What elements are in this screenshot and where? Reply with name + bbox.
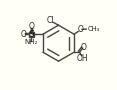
Text: Cl: Cl	[47, 16, 54, 25]
Text: NH₂: NH₂	[25, 39, 38, 45]
Text: OH: OH	[77, 54, 88, 63]
Text: CH₃: CH₃	[88, 26, 100, 32]
Text: O: O	[28, 22, 34, 31]
Text: O: O	[77, 25, 83, 34]
Text: O: O	[21, 30, 26, 39]
Text: S: S	[28, 30, 34, 39]
FancyBboxPatch shape	[29, 32, 34, 37]
Text: O: O	[81, 43, 86, 52]
